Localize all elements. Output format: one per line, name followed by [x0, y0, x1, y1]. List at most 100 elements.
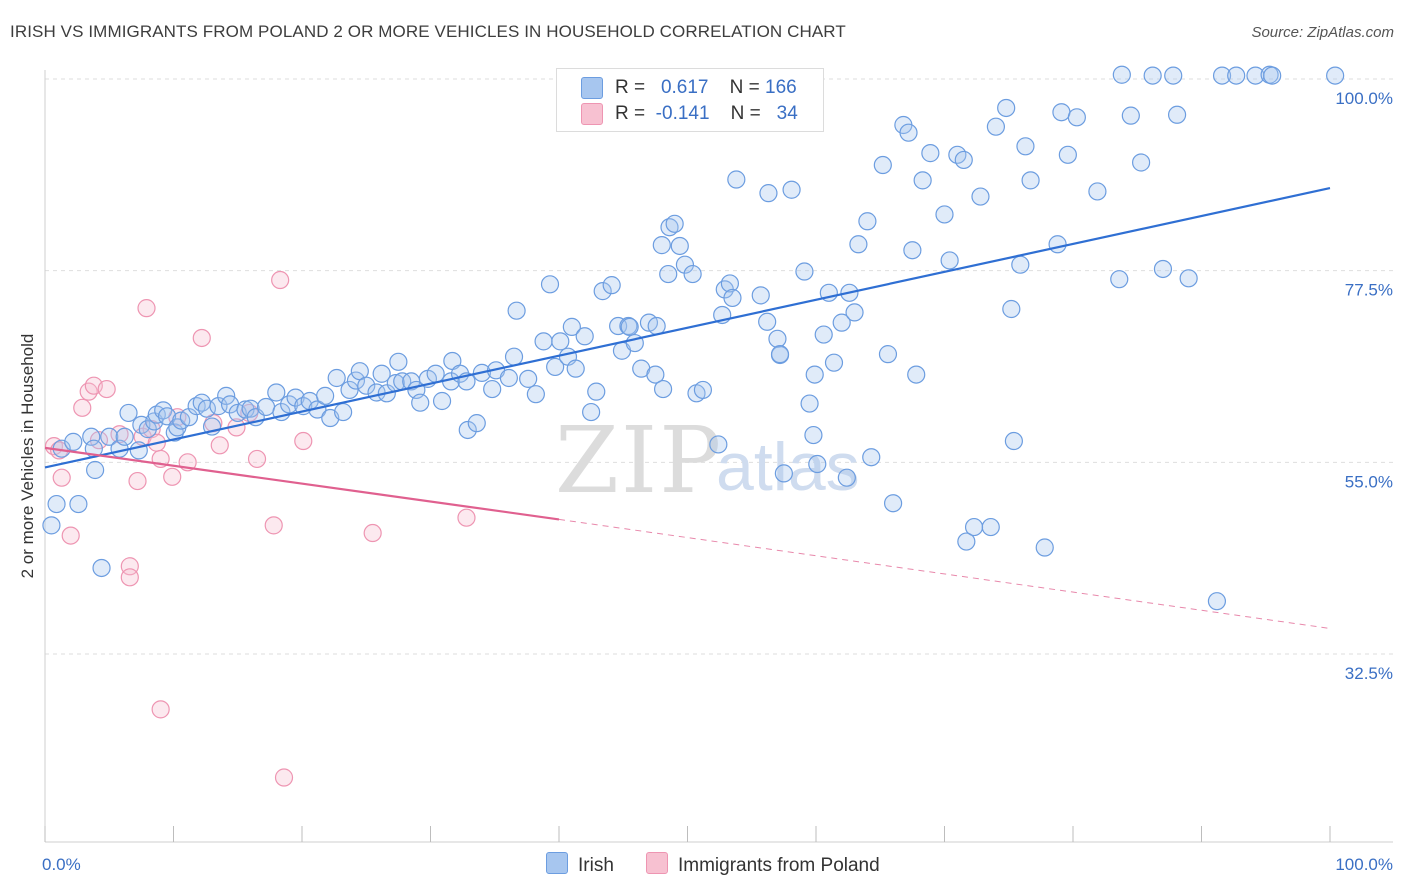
irish-point-83	[566, 359, 585, 378]
irish-point-38	[280, 395, 299, 414]
irish-point-12	[119, 403, 138, 423]
irish-point-112	[723, 288, 742, 308]
irish-point-76	[526, 385, 545, 404]
irish-point-79	[546, 357, 565, 377]
irish-point-134	[849, 235, 868, 254]
legend-item-irish[interactable]: Irish	[546, 852, 614, 877]
poland-point-12	[128, 471, 147, 491]
irish-point-142	[903, 241, 922, 260]
irish-point-160	[1021, 171, 1040, 190]
irish-point-174	[1167, 105, 1187, 124]
irish-point-152	[971, 187, 990, 206]
irish-point-146	[935, 205, 954, 224]
irish-point-86	[582, 402, 601, 422]
irish-point-92	[620, 317, 639, 336]
irish-point-88	[602, 276, 621, 295]
irish-point-137	[873, 155, 892, 175]
irish-point-122	[795, 262, 814, 281]
irish-point-124	[804, 425, 823, 445]
irish-point-144	[921, 144, 940, 163]
poland-point-18	[151, 700, 170, 719]
irish-point-52	[372, 364, 391, 383]
poland-point-5	[79, 382, 98, 401]
irish-point-178	[1227, 66, 1246, 85]
irish-point-111	[720, 274, 740, 293]
poland-r-value: -0.141	[655, 103, 710, 125]
irish-point-47	[340, 380, 359, 400]
irish-point-99	[652, 236, 671, 255]
irish-r-label: R =	[615, 77, 646, 99]
irish-point-168	[1112, 65, 1131, 84]
poland-r-label: R =	[615, 103, 646, 125]
irish-point-143	[907, 365, 926, 384]
irish-point-50	[357, 376, 376, 395]
poland-point-29	[271, 270, 290, 290]
stats-row-irish: R = 0.617 N = 166	[581, 77, 797, 99]
series-irish-points	[42, 65, 1345, 611]
irish-point-70	[483, 379, 502, 399]
poland-point-31	[294, 431, 313, 451]
irish-point-3	[64, 432, 83, 451]
irish-point-36	[267, 383, 286, 402]
irish-point-107	[693, 380, 713, 400]
source-label: Source: ZipAtlas.com	[1251, 24, 1394, 41]
irish-point-100	[659, 264, 678, 284]
poland-point-33	[457, 508, 476, 527]
irish-point-55	[389, 352, 408, 371]
irish-point-33	[241, 399, 260, 418]
irish-point-133	[845, 303, 864, 322]
irish-point-67	[458, 420, 477, 440]
irish-point-8	[92, 558, 111, 578]
irish-point-129	[824, 353, 844, 372]
irish-point-68	[467, 414, 486, 433]
irish-point-115	[759, 184, 778, 203]
poland-swatch	[581, 103, 603, 125]
irish-point-147	[940, 251, 959, 270]
legend-irish-label: Irish	[578, 855, 614, 876]
irish-point-119	[770, 345, 790, 364]
irish-point-121	[782, 180, 801, 199]
legend-poland-label: Immigrants from Poland	[678, 855, 880, 876]
irish-point-1	[47, 494, 66, 514]
poland-point-30	[274, 768, 294, 787]
poland-point-32	[363, 523, 382, 543]
irish-point-173	[1164, 66, 1183, 85]
irish-trend-line	[44, 186, 1331, 469]
irish-point-114	[751, 286, 770, 305]
x-tick-label-1: 100.0%	[1335, 855, 1393, 874]
irish-point-171	[1143, 66, 1162, 85]
irish-point-96	[646, 365, 665, 384]
poland-point-3	[61, 526, 80, 545]
legend-item-poland[interactable]: Immigrants from Poland	[646, 852, 880, 877]
irish-point-75	[519, 369, 538, 388]
irish-point-136	[862, 448, 881, 467]
irish-point-73	[504, 347, 524, 366]
irish-point-87	[593, 282, 612, 301]
irish-point-182	[1326, 66, 1345, 85]
tick-labels: 100.0% 77.5% 55.0% 32.5% 0.0% 100.0%	[42, 89, 1393, 874]
stats-legend: R = 0.617 N = 166 R = -0.141 N = 34	[556, 68, 824, 132]
irish-point-82	[562, 317, 581, 336]
irish-point-181	[1263, 66, 1282, 85]
irish-point-158	[1011, 255, 1030, 274]
irish-point-141	[899, 123, 918, 142]
irish-point-159	[1016, 137, 1035, 156]
irish-point-154	[986, 117, 1006, 136]
irish-point-5	[82, 427, 101, 446]
irish-point-167	[1110, 270, 1129, 289]
y-tick-label-1: 77.5%	[1345, 281, 1393, 300]
irish-point-156	[1004, 431, 1023, 451]
chart-title: IRISH VS IMMIGRANTS FROM POLAND 2 OR MOR…	[10, 22, 846, 41]
irish-point-149	[954, 150, 973, 170]
gridlines	[45, 78, 1393, 655]
irish-point-85	[587, 382, 606, 401]
irish-point-45	[327, 368, 346, 388]
irish-point-130	[832, 313, 851, 332]
poland-point-27	[247, 449, 267, 469]
irish-point-125	[805, 365, 824, 384]
irish-point-48	[346, 371, 366, 390]
stats-row-poland: R = -0.141 N = 34	[581, 103, 798, 125]
irish-point-157	[1002, 299, 1021, 319]
irish-point-135	[858, 212, 877, 231]
